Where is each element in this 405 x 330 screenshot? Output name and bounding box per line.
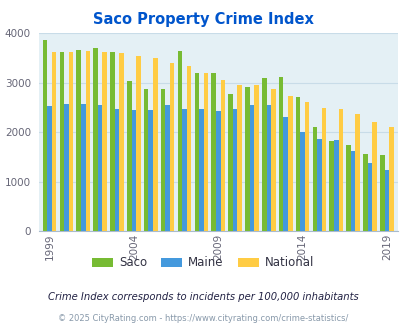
Bar xyxy=(237,85,241,231)
Bar xyxy=(165,105,169,231)
Bar xyxy=(52,52,56,231)
Bar xyxy=(115,109,119,231)
Bar xyxy=(143,89,148,231)
Bar xyxy=(338,109,342,231)
Bar xyxy=(136,56,141,231)
Bar xyxy=(60,51,64,231)
Bar xyxy=(76,50,81,231)
Bar xyxy=(203,73,208,231)
Bar xyxy=(316,139,321,231)
Bar xyxy=(110,51,115,231)
Bar xyxy=(278,77,283,231)
Bar xyxy=(131,110,136,231)
Bar xyxy=(177,51,182,231)
Bar xyxy=(98,105,102,231)
Bar xyxy=(232,109,237,231)
Bar xyxy=(249,105,254,231)
Text: Saco Property Crime Index: Saco Property Crime Index xyxy=(92,12,313,26)
Legend: Saco, Maine, National: Saco, Maine, National xyxy=(87,252,318,274)
Bar xyxy=(333,140,338,231)
Bar xyxy=(329,142,333,231)
Bar xyxy=(127,81,131,231)
Bar xyxy=(304,102,309,231)
Bar xyxy=(93,48,98,231)
Bar xyxy=(153,58,157,231)
Bar xyxy=(261,78,266,231)
Bar xyxy=(266,105,271,231)
Bar xyxy=(81,104,85,231)
Bar xyxy=(367,163,371,231)
Bar xyxy=(102,51,107,231)
Bar xyxy=(295,97,300,231)
Bar xyxy=(43,41,47,231)
Bar xyxy=(228,94,232,231)
Bar xyxy=(215,111,220,231)
Bar xyxy=(271,89,275,231)
Bar xyxy=(350,151,355,231)
Bar xyxy=(194,73,198,231)
Bar xyxy=(312,127,316,231)
Bar xyxy=(283,117,287,231)
Bar xyxy=(68,51,73,231)
Text: Crime Index corresponds to incidents per 100,000 inhabitants: Crime Index corresponds to incidents per… xyxy=(47,292,358,302)
Bar xyxy=(362,154,367,231)
Bar xyxy=(388,127,393,231)
Bar xyxy=(287,96,292,231)
Bar xyxy=(148,110,153,231)
Bar xyxy=(186,66,191,231)
Bar xyxy=(254,85,258,231)
Bar xyxy=(300,132,304,231)
Bar xyxy=(379,155,384,231)
Bar xyxy=(345,145,350,231)
Bar xyxy=(119,53,124,231)
Bar xyxy=(160,89,165,231)
Bar xyxy=(384,170,388,231)
Bar xyxy=(64,104,68,231)
Bar xyxy=(355,114,359,231)
Bar xyxy=(220,80,224,231)
Bar xyxy=(47,106,52,231)
Bar xyxy=(198,109,203,231)
Bar xyxy=(169,63,174,231)
Bar xyxy=(211,73,215,231)
Bar xyxy=(85,50,90,231)
Bar xyxy=(321,108,326,231)
Bar xyxy=(371,122,376,231)
Bar xyxy=(182,109,186,231)
Text: © 2025 CityRating.com - https://www.cityrating.com/crime-statistics/: © 2025 CityRating.com - https://www.city… xyxy=(58,314,347,323)
Bar xyxy=(245,87,249,231)
